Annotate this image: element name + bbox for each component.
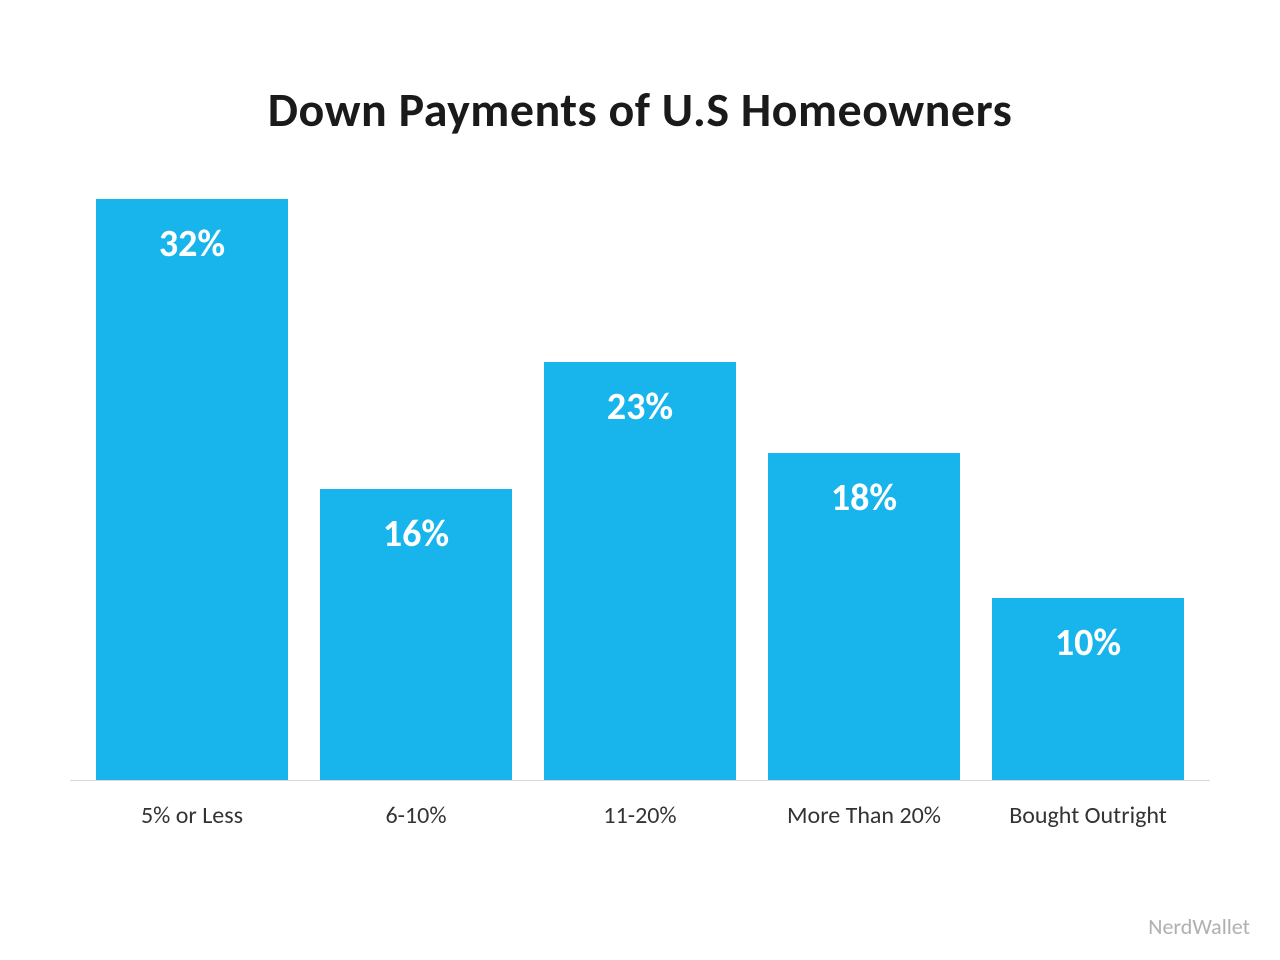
bar-group-0: 32% — [80, 199, 304, 780]
bar-4: 10% — [992, 598, 1184, 780]
bar-3: 18% — [768, 453, 960, 780]
x-label-0: 5% or Less — [80, 801, 304, 830]
bar-group-4: 10% — [976, 199, 1200, 780]
source-attribution: NerdWallet — [1148, 913, 1250, 940]
bar-label-4: 10% — [1055, 620, 1121, 666]
bar-0: 32% — [96, 199, 288, 780]
bar-label-3: 18% — [831, 475, 897, 521]
x-axis-labels: 5% or Less 6-10% 11-20% More Than 20% Bo… — [70, 801, 1210, 830]
x-label-4: Bought Outright — [976, 801, 1200, 830]
bar-label-1: 16% — [383, 511, 449, 557]
bar-2: 23% — [544, 362, 736, 780]
bar-label-0: 32% — [159, 221, 225, 267]
bar-1: 16% — [320, 489, 512, 780]
x-label-3: More Than 20% — [752, 801, 976, 830]
x-label-1: 6-10% — [304, 801, 528, 830]
plot-area: 32% 16% 23% 18% 10% — [70, 199, 1210, 781]
bar-label-2: 23% — [607, 384, 673, 430]
chart-title: Down Payments of U.S Homeowners — [70, 80, 1210, 139]
bar-group-3: 18% — [752, 199, 976, 780]
bar-group-2: 23% — [528, 199, 752, 780]
x-label-2: 11-20% — [528, 801, 752, 830]
bar-chart: Down Payments of U.S Homeowners 32% 16% … — [70, 80, 1210, 900]
bar-group-1: 16% — [304, 199, 528, 780]
